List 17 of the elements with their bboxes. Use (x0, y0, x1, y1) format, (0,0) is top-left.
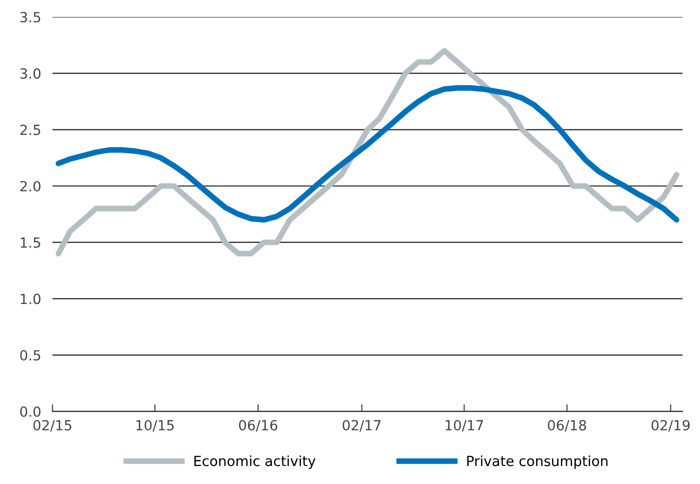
x-tick-label: 02/15 (33, 420, 72, 432)
x-tick-label: 06/16 (239, 420, 278, 432)
x-tick-label: 06/18 (548, 420, 586, 432)
y-tick-label: 2.5 (20, 124, 40, 136)
x-tick-label: 02/19 (652, 420, 690, 432)
y-tick-label: 0.5 (20, 350, 40, 361)
y-tick-label: 1.0 (20, 294, 40, 304)
y-tick-label: 1.5 (20, 237, 40, 248)
x-tick-label: 10/17 (446, 420, 484, 432)
legend-label: Private consumption (467, 455, 608, 469)
x-tick-label: 10/15 (136, 420, 174, 432)
y-tick-label: 0.0 (20, 406, 40, 417)
y-tick-label: 2.0 (20, 180, 40, 192)
y-tick-label: 3.5 (20, 12, 40, 22)
legend-label: Economic activity (194, 455, 316, 469)
y-tick-label: 3.0 (20, 68, 40, 79)
x-tick-label: 02/17 (342, 420, 381, 432)
